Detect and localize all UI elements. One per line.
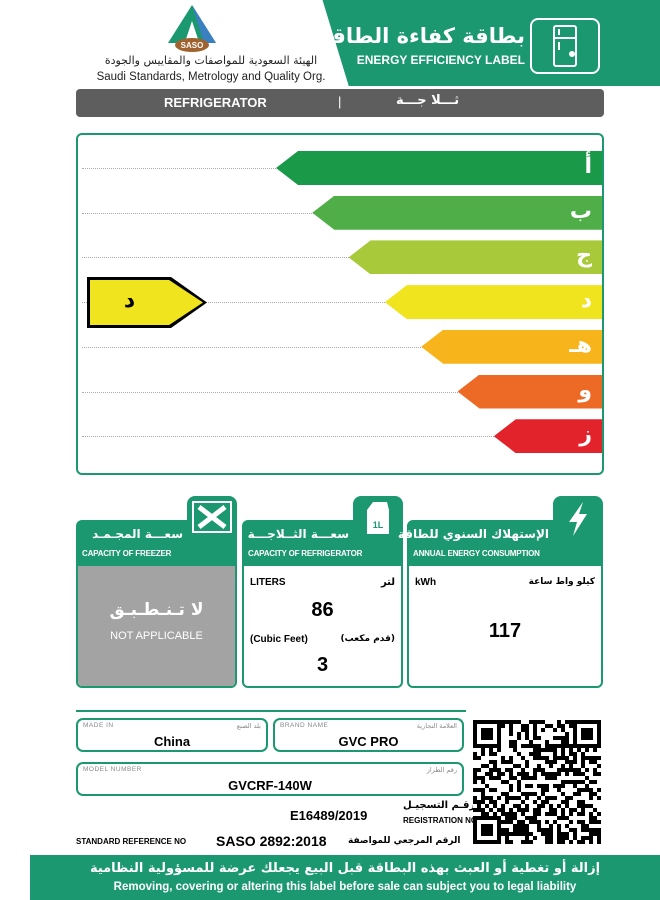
title-ar: بطاقة كفاءة الطاقة bbox=[319, 24, 525, 48]
product-type-en: REFRIGERATOR bbox=[164, 95, 267, 110]
class-bar-1: أ bbox=[276, 151, 602, 185]
dotted-leader bbox=[82, 212, 315, 214]
title-en: ENERGY EFFICIENCY LABEL bbox=[356, 53, 525, 67]
freezer-value-en: NOT APPLICABLE bbox=[110, 630, 203, 642]
lightning-icon bbox=[569, 502, 587, 536]
fridge-tab: 1L bbox=[353, 496, 403, 536]
class-bar-2: ب bbox=[312, 195, 602, 230]
energy-tab bbox=[553, 496, 603, 536]
scale-bars: أ ب ج د هـ و ز bbox=[76, 133, 604, 475]
org-name-ar: الهيئة السعودية للمواصفات والمقاييس والج… bbox=[104, 54, 318, 67]
dotted-leader bbox=[82, 302, 387, 304]
standard-label-ar: الرقم المرجعي للمواصفة bbox=[348, 836, 461, 846]
standard-label-en: STANDARD REFERENCE NO bbox=[76, 837, 187, 846]
class-bar-4: د bbox=[384, 285, 602, 320]
made-in-field: MADE IN بلد الصنع China bbox=[76, 718, 268, 752]
standard-value: SASO 2892:2018 bbox=[216, 833, 327, 849]
fridge-title-ar: سعـــة الثــلاجـــة bbox=[247, 527, 349, 541]
fridge-card: سعـــة الثــلاجـــة CAPACITY OF REFRIGERA… bbox=[242, 520, 403, 688]
refrigerator-icon bbox=[530, 18, 600, 74]
expand-arrows-icon bbox=[192, 501, 232, 533]
freezer-title-ar: سعـــة المجـمـد bbox=[92, 527, 183, 541]
dotted-leader bbox=[82, 436, 496, 438]
dotted-leader bbox=[82, 346, 424, 348]
footer-en: Removing, covering or altering this labe… bbox=[113, 881, 577, 893]
cubic-value: 3 bbox=[316, 654, 329, 676]
freezer-value-ar: لا تـنـطـبـق bbox=[109, 600, 204, 620]
milk-carton-icon: 1L bbox=[367, 502, 389, 534]
footer-warning: إزالة أو تغطية أو العبث بهذه البطاقة قبل… bbox=[30, 855, 660, 900]
freezer-tab bbox=[187, 496, 237, 536]
efficiency-scale bbox=[76, 133, 604, 475]
brand-value: GVC PRO bbox=[338, 734, 399, 749]
registration-value: E16489/2019 bbox=[290, 808, 368, 823]
registration-label-ar: رقـم التسجيـل bbox=[403, 800, 476, 811]
liters-label-ar: لتر bbox=[380, 577, 395, 588]
svg-text:SASO: SASO bbox=[181, 41, 204, 50]
cubic-label-ar: (قدم مكعب) bbox=[340, 634, 395, 644]
header-banner bbox=[322, 0, 660, 86]
liters-value: 86 bbox=[311, 599, 334, 621]
freezer-card: سعـــة المجـمـد CAPACITY OF FREEZER لا تـ… bbox=[76, 520, 237, 688]
model-field: MODEL NUMBER رقم الطراز GVCRF-140W bbox=[76, 762, 464, 796]
energy-title-ar: الإستهلاك السنوي للطاقة bbox=[397, 527, 549, 541]
svg-text:1L: 1L bbox=[373, 520, 384, 530]
fridge-title-en: CAPACITY OF REFRIGERATOR bbox=[248, 549, 363, 558]
class-bar-7: ز bbox=[493, 419, 602, 454]
energy-title-en: ANNUAL ENERGY CONSUMPTION bbox=[413, 549, 540, 558]
energy-unit-ar: كيلو واط ساعة bbox=[528, 577, 595, 587]
cubic-label-en: (Cubic Feet) bbox=[250, 634, 308, 645]
model-value: GVCRF-140W bbox=[228, 778, 312, 793]
brand-label: BRAND NAME bbox=[280, 722, 329, 729]
product-type-ar: ثـــلا جـــة bbox=[396, 93, 460, 108]
freezer-title-en: CAPACITY OF FREEZER bbox=[82, 549, 172, 558]
saso-logo: SASO bbox=[168, 5, 216, 52]
qr-code[interactable] bbox=[473, 720, 601, 844]
made-in-label: MADE IN bbox=[83, 722, 114, 729]
liters-label-en: LITERS bbox=[250, 577, 286, 588]
made-in-value: China bbox=[153, 734, 191, 749]
org-name-en: Saudi Standards, Metrology and Quality O… bbox=[96, 71, 326, 83]
energy-value: 117 bbox=[488, 620, 522, 642]
energy-card: الإستهلاك السنوي للطاقة ANNUAL ENERGY CON… bbox=[398, 520, 603, 688]
class-bar-5: هـ bbox=[421, 329, 602, 364]
divider bbox=[76, 710, 466, 712]
made-in-label-ar: بلد الصنع bbox=[236, 722, 261, 730]
class-bar-6: و bbox=[457, 374, 602, 409]
dotted-leader bbox=[82, 257, 351, 259]
model-label: MODEL NUMBER bbox=[83, 766, 142, 773]
product-type-bar: REFRIGERATOR | ثـــلا جـــة bbox=[76, 89, 604, 117]
class-bar-3: ج bbox=[348, 240, 602, 275]
brand-label-ar: العلامة التجارية bbox=[416, 722, 457, 730]
footer-ar: إزالة أو تغطية أو العبث بهذه البطاقة قبل… bbox=[89, 861, 601, 876]
registration-label-en: REGISTRATION NO bbox=[403, 816, 478, 825]
energy-unit-en: kWh bbox=[415, 577, 437, 588]
model-label-ar: رقم الطراز bbox=[426, 766, 457, 774]
dotted-leader bbox=[82, 391, 460, 393]
brand-field: BRAND NAME العلامة التجارية GVC PRO bbox=[273, 718, 464, 752]
separator: | bbox=[338, 94, 342, 109]
dotted-leader bbox=[82, 168, 278, 169]
